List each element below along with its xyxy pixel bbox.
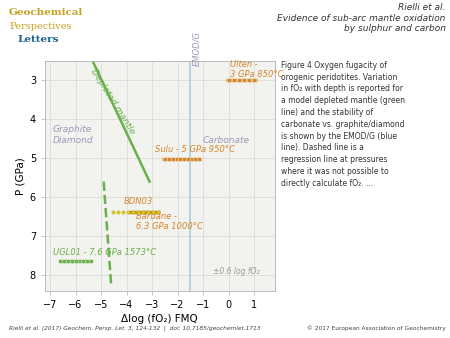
Text: Rielli et al. (2017) Geochem. Persp. Let. 3, 124-132  |  doi: 10.7185/geochemlet: Rielli et al. (2017) Geochem. Persp. Let… (9, 326, 261, 331)
Text: Sulu - 5 GPa 950°C: Sulu - 5 GPa 950°C (155, 145, 234, 154)
Text: EMOD/G: EMOD/G (193, 30, 202, 66)
Text: UGL01 - 7.6 GPa 1573°C: UGL01 - 7.6 GPa 1573°C (53, 248, 156, 257)
Text: Graphite
Diamond: Graphite Diamond (53, 125, 93, 145)
Text: Bardane -
6.3 GPa 1000°C: Bardane - 6.3 GPa 1000°C (135, 212, 202, 231)
Text: Ulten -
3 GPa 850°C: Ulten - 3 GPa 850°C (230, 60, 284, 79)
Y-axis label: P (GPa): P (GPa) (16, 157, 26, 195)
Text: Depleted mantle: Depleted mantle (89, 68, 136, 136)
Text: © 2017 European Association of Geochemistry: © 2017 European Association of Geochemis… (307, 325, 446, 331)
Text: Carbonate: Carbonate (203, 136, 250, 145)
X-axis label: Δlog (fO₂) FMQ: Δlog (fO₂) FMQ (122, 314, 198, 324)
Text: Letters: Letters (17, 35, 58, 45)
Text: Geochemical: Geochemical (9, 8, 83, 18)
Text: Figure 4 Oxygen fugacity of
orogenic peridotites. Variation
in fO₂ with depth is: Figure 4 Oxygen fugacity of orogenic per… (281, 61, 405, 188)
Text: BDN03: BDN03 (124, 197, 153, 207)
Text: Rielli et al.
Evidence of sub-arc mantle oxidation
by sulphur and carbon: Rielli et al. Evidence of sub-arc mantle… (277, 3, 446, 33)
Text: Perspectives: Perspectives (9, 22, 72, 31)
Text: ±0.6 log fO₂: ±0.6 log fO₂ (213, 267, 259, 276)
